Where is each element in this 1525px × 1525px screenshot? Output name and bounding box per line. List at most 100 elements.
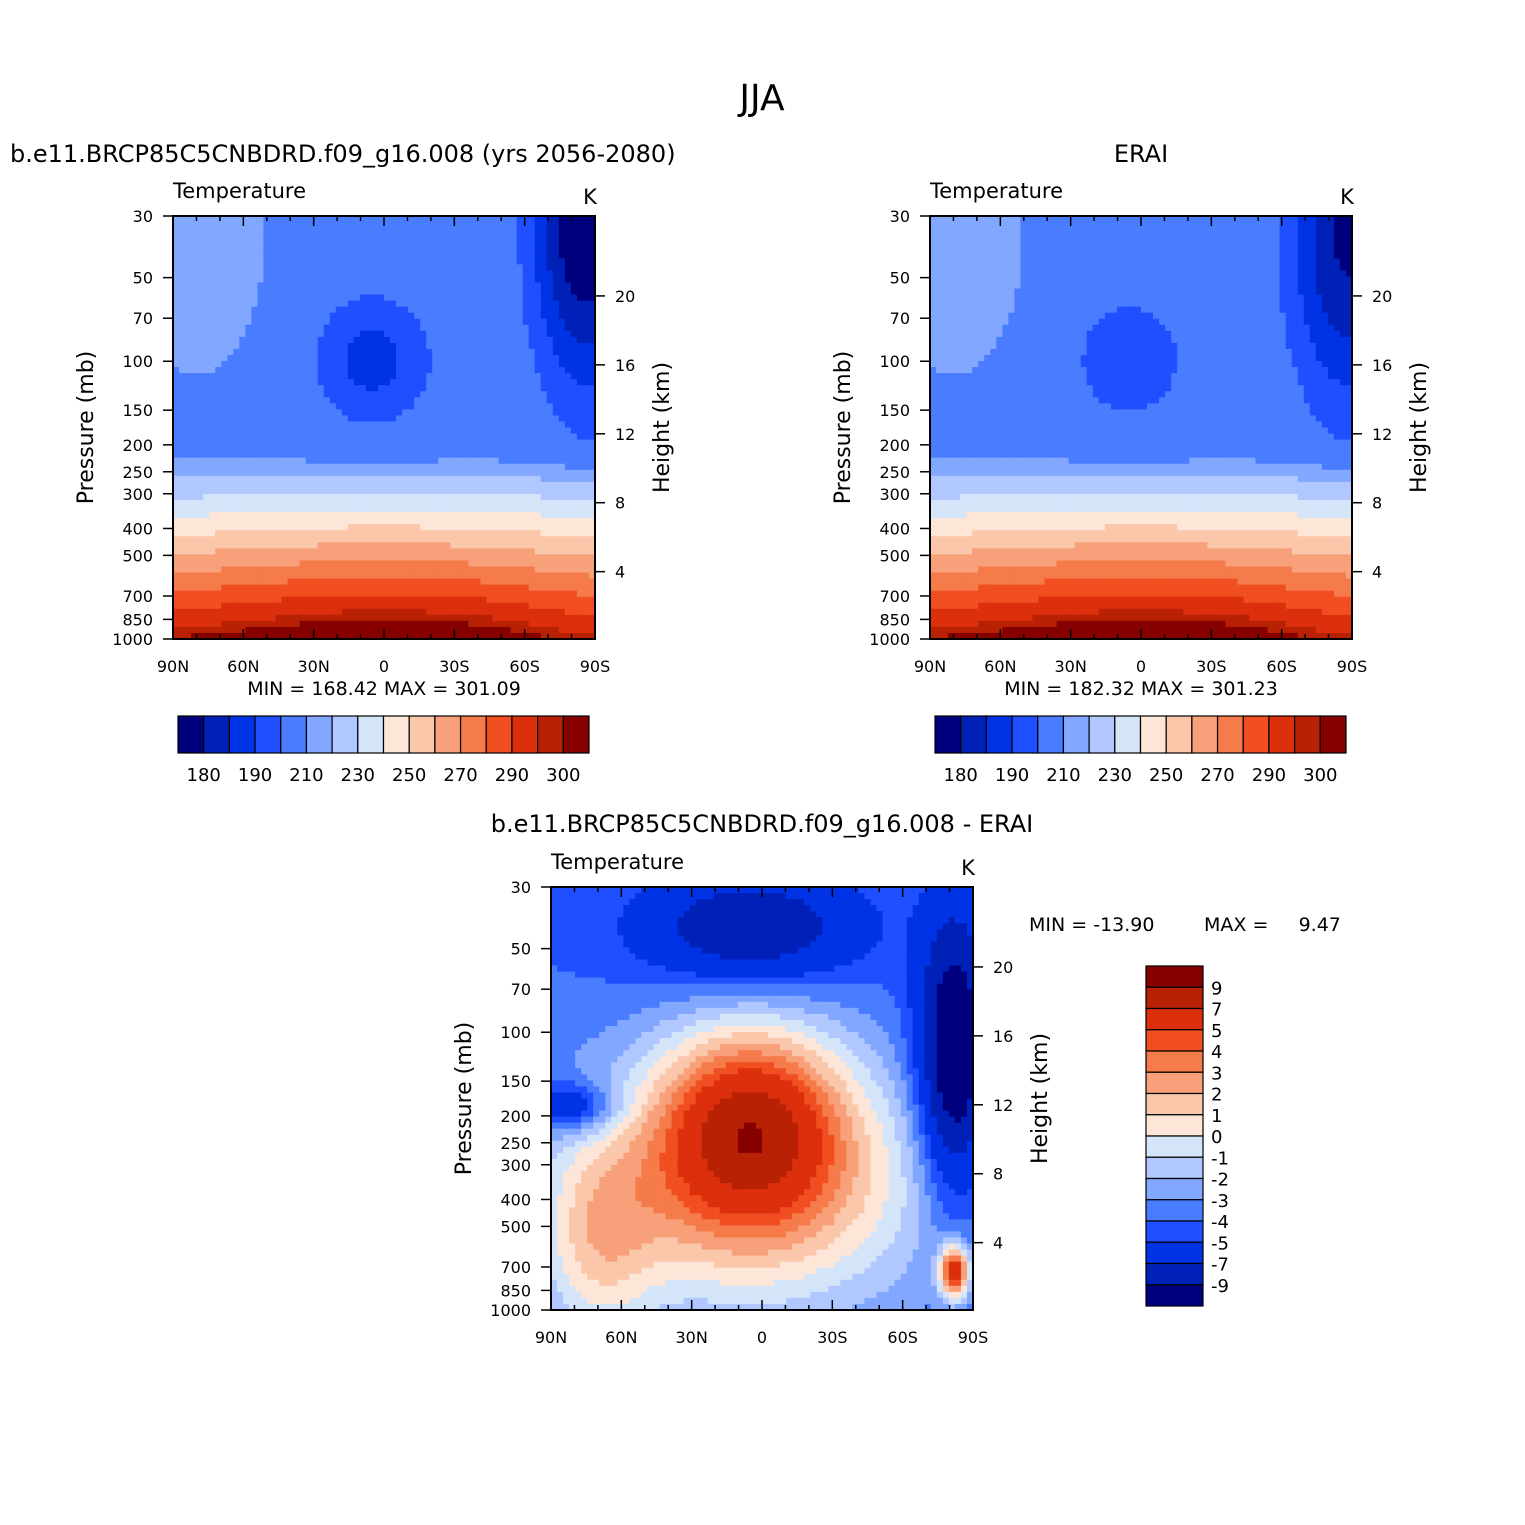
contour-cell	[414, 626, 421, 634]
contour-cell	[191, 306, 198, 314]
contour-cell	[299, 445, 307, 453]
contour-cell	[558, 421, 566, 429]
contour-cell	[335, 216, 343, 223]
contour-cell	[215, 584, 222, 592]
contour-cell	[426, 578, 433, 586]
contour-cell	[534, 439, 542, 447]
contour-cell	[396, 397, 403, 404]
contour-cell	[221, 457, 228, 465]
contour-cell	[305, 330, 313, 338]
contour-cell	[552, 306, 560, 314]
contour-cell	[516, 288, 524, 296]
contour-cell	[390, 318, 397, 326]
contour-cell	[191, 361, 198, 368]
contour-cell	[534, 530, 542, 537]
contour-cell	[329, 427, 337, 435]
contour-cell	[353, 385, 361, 392]
contour-cell	[371, 264, 379, 271]
contour-cell	[414, 620, 421, 628]
contour-cell	[305, 409, 313, 417]
contour-cell	[432, 276, 439, 284]
contour-cell	[191, 542, 198, 549]
contour-cell	[408, 367, 415, 374]
contour-cell	[221, 481, 228, 489]
contour-cell	[179, 318, 186, 326]
contour-cell	[450, 542, 457, 549]
contour-cell	[323, 548, 331, 555]
contour-cell	[558, 554, 566, 562]
contour-cell	[209, 620, 216, 628]
contour-cell	[275, 306, 283, 314]
contour-cell	[576, 379, 584, 386]
contour-cell	[329, 379, 337, 386]
contour-cell	[305, 228, 313, 235]
contour-cell	[576, 348, 584, 356]
contour-cell	[173, 306, 180, 314]
contour-cell	[221, 391, 228, 398]
contour-cell	[353, 222, 361, 229]
contour-cell	[468, 240, 476, 247]
contour-cell	[371, 330, 379, 338]
contour-cell	[456, 288, 463, 296]
contour-cell	[456, 542, 463, 549]
contour-cell	[251, 620, 258, 628]
contour-cell	[492, 258, 500, 265]
contour-cell	[516, 354, 524, 362]
contour-cell	[564, 500, 572, 507]
contour-cell	[564, 439, 572, 447]
contour-cell	[390, 590, 397, 598]
contour-cell	[540, 620, 548, 628]
contour-cell	[377, 385, 385, 392]
contour-cell	[546, 318, 554, 326]
contour-cell	[257, 324, 265, 332]
contour-cell	[390, 524, 397, 531]
contour-cell	[305, 433, 313, 441]
contour-cell	[558, 620, 566, 628]
contour-cell	[245, 288, 252, 296]
contour-cell	[341, 548, 349, 555]
contour-cell	[287, 385, 295, 392]
contour-cell	[438, 608, 445, 616]
y-axis-title-pressure: Pressure (mb)	[74, 351, 99, 505]
contour-cell	[323, 584, 331, 592]
contour-cell	[588, 222, 596, 229]
contour-cell	[432, 512, 439, 519]
contour-cell	[474, 222, 482, 229]
contour-cell	[582, 493, 590, 501]
contour-cell	[558, 481, 566, 489]
contour-cell	[197, 367, 204, 374]
contour-cell	[371, 397, 379, 404]
contour-cell	[552, 512, 560, 519]
contour-cell	[347, 518, 355, 525]
contour-cell	[311, 312, 319, 320]
contour-cell	[504, 626, 512, 634]
contour-cell	[245, 270, 252, 278]
contour-cell	[588, 270, 596, 278]
contour-cell	[293, 608, 301, 616]
contour-cell	[474, 373, 482, 380]
contour-cell	[311, 493, 319, 501]
contour-cell	[221, 252, 228, 259]
contour-cell	[335, 542, 343, 549]
contour-cell	[209, 608, 216, 616]
contour-cell	[239, 463, 246, 471]
contour-cell	[504, 228, 512, 235]
contour-cell	[371, 246, 379, 253]
contour-cell	[173, 626, 180, 634]
contour-cell	[311, 216, 319, 223]
contour-cell	[311, 361, 319, 368]
contour-cell	[390, 246, 397, 253]
contour-cell	[432, 590, 439, 598]
contour-cell	[564, 554, 572, 562]
contour-cell	[420, 524, 427, 531]
contour-cell	[564, 451, 572, 459]
contour-cell	[269, 228, 277, 235]
contour-cell	[347, 252, 355, 259]
contour-cell	[341, 584, 349, 592]
contour-cell	[492, 264, 500, 271]
contour-cell	[275, 578, 283, 586]
contour-cell	[197, 620, 204, 628]
contour-cell	[438, 554, 445, 562]
contour-cell	[281, 354, 289, 362]
contour-cell	[432, 566, 439, 574]
